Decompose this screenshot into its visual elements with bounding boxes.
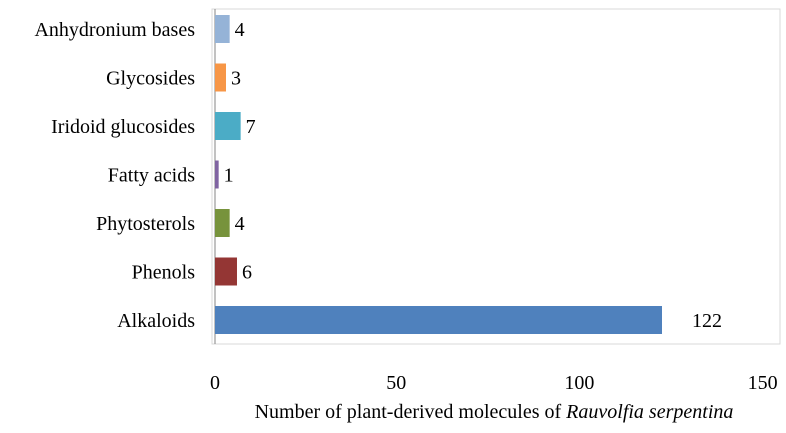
bar-fatty-acids	[215, 160, 219, 189]
value-labels-layer: 122 6 4 1 7 3 4	[224, 19, 722, 332]
category-label-alkaloids: Alkaloids	[117, 310, 195, 332]
x-axis-title: Number of plant-derived molecules of Rau…	[255, 401, 734, 423]
value-label-phenols: 6	[242, 262, 252, 284]
category-label-phytosterols: Phytosterols	[96, 213, 195, 235]
x-axis-title-prefix: Number of plant-derived molecules of	[255, 401, 567, 423]
value-label-phytosterols: 4	[235, 213, 245, 235]
x-tick-labels-layer: 0 50 100 150	[210, 372, 778, 394]
x-tick-label-150: 150	[748, 372, 778, 394]
x-axis-title-species: Rauvolfia serpentina	[565, 401, 733, 423]
category-label-glycosides: Glycosides	[106, 68, 195, 90]
category-labels-layer: Alkaloids Phenols Phytosterols Fatty acids I…	[34, 19, 195, 332]
bar-glycosides	[215, 63, 226, 92]
value-label-anhydronium-bases: 4	[235, 19, 245, 41]
category-label-phenols: Phenols	[132, 262, 196, 284]
bar-phytosterols	[215, 209, 230, 237]
category-label-anhydronium-bases: Anhydronium bases	[34, 19, 195, 41]
value-label-alkaloids: 122	[692, 310, 722, 332]
category-label-iridoid-glucosides: Iridoid glucosides	[51, 116, 195, 138]
x-tick-label-100: 100	[564, 372, 594, 394]
x-tick-label-50: 50	[386, 372, 406, 394]
value-label-fatty-acids: 1	[224, 165, 234, 187]
bar-alkaloids	[215, 306, 662, 334]
plot-frame	[211, 8, 781, 345]
value-label-iridoid-glucosides: 7	[246, 116, 256, 138]
bar-anhydronium-bases	[215, 15, 230, 43]
bars-layer	[215, 15, 662, 334]
bar-phenols	[215, 257, 237, 286]
value-label-glycosides: 3	[231, 68, 241, 90]
x-tick-label-0: 0	[210, 372, 220, 394]
bar-iridoid-glucosides	[215, 112, 241, 140]
category-label-fatty-acids: Fatty acids	[108, 165, 195, 187]
